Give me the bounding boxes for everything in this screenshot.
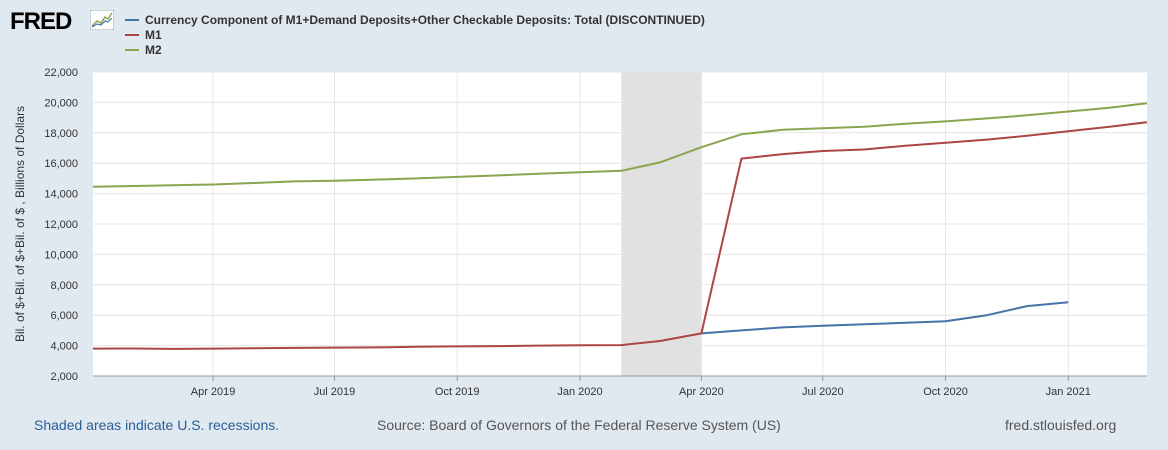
- series-line-m1[interactable]: [92, 121, 1148, 350]
- x-tick-label: Oct 2020: [923, 386, 968, 398]
- y-tick-label: 18,000: [44, 128, 78, 140]
- series-line-m2[interactable]: [92, 102, 1148, 188]
- x-tick-label: Oct 2019: [435, 386, 480, 398]
- legend-swatch-m2: [125, 48, 139, 51]
- legend-label-currency: Currency Component of M1+Demand Deposits…: [145, 12, 705, 27]
- y-tick-label: 12,000: [44, 219, 78, 231]
- legend-item-currency[interactable]: Currency Component of M1+Demand Deposits…: [125, 12, 705, 27]
- x-tick-label: Jul 2019: [314, 386, 356, 398]
- source-text: Source: Board of Governors of the Federa…: [377, 417, 781, 433]
- y-tick-label: 16,000: [44, 158, 78, 170]
- legend-swatch-currency: [125, 18, 139, 21]
- legend-label-m2: M2: [145, 42, 162, 57]
- chart-line-icon: [90, 10, 114, 30]
- legend-label-m1: M1: [145, 27, 162, 42]
- recessions-note[interactable]: Shaded areas indicate U.S. recessions.: [34, 417, 280, 433]
- legend-swatch-m1: [125, 33, 139, 36]
- y-tick-label: 6,000: [50, 310, 78, 322]
- x-tick-label: Jul 2020: [802, 386, 844, 398]
- x-tick-label: Apr 2020: [679, 386, 724, 398]
- legend-item-m1[interactable]: M1: [125, 27, 705, 42]
- y-tick-label: 22,000: [44, 67, 78, 79]
- y-tick-label: 8,000: [50, 280, 78, 292]
- x-tick-label: Jan 2021: [1046, 386, 1091, 398]
- legend: Currency Component of M1+Demand Deposits…: [125, 12, 705, 57]
- y-axis-label: Bil. of $+Bil. of $+Bil. of $ , Billions…: [13, 106, 27, 342]
- y-axis-ticks: 2,000 4,000 6,000 8,000 10,000 12,000 14,000 16…: [44, 67, 78, 383]
- x-axis-ticks: Apr 2019 Jul 2019 Oct 2019 Jan 2020 Apr 2020…: [191, 376, 1091, 398]
- y-tick-label: 2,000: [50, 371, 78, 383]
- header: FRED Currency Component of M1+Demand Dep…: [0, 0, 1168, 60]
- series-line-currency[interactable]: [701, 301, 1069, 335]
- y-tick-label: 10,000: [44, 249, 78, 261]
- fred-logo[interactable]: FRED: [10, 8, 72, 35]
- line-chart[interactable]: 2,000 4,000 6,000 8,000 10,000 12,000 14,000 16…: [0, 0, 1168, 410]
- legend-item-m2[interactable]: M2: [125, 42, 705, 57]
- series-layer: [92, 102, 1148, 350]
- y-tick-label: 20,000: [44, 97, 78, 109]
- x-tick-label: Apr 2019: [191, 386, 236, 398]
- y-tick-label: 4,000: [50, 341, 78, 353]
- x-tick-label: Jan 2020: [557, 386, 602, 398]
- site-link[interactable]: fred.stlouisfed.org: [1005, 417, 1117, 433]
- y-tick-label: 14,000: [44, 189, 78, 201]
